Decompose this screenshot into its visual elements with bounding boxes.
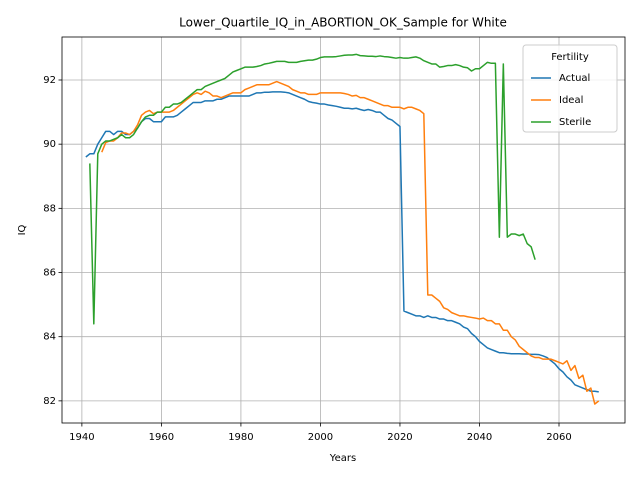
x-tick-label: 2060 [546, 432, 571, 443]
plot-frame [61, 36, 626, 424]
legend: Fertility Actual Ideal Sterile [522, 44, 618, 133]
x-tick-label: 2040 [467, 432, 492, 443]
chart-title: Lower_Quartile_IQ_in_ABORTION_OK_Sample … [179, 16, 507, 30]
y-tick-label: 82 [43, 396, 56, 407]
y-tick-label: 92 [43, 75, 56, 86]
x-tick-label: 2020 [387, 432, 412, 443]
legend-label: Ideal [559, 95, 583, 106]
legend-title: Fertility [551, 52, 589, 63]
legend-box [522, 44, 618, 133]
x-tick-label: 1980 [228, 432, 253, 443]
line-series [101, 80, 600, 405]
line-series [89, 53, 536, 325]
y-axis-label: IQ [17, 224, 28, 235]
x-tick-label: 2000 [308, 432, 333, 443]
y-tick-label: 86 [43, 268, 56, 279]
line-series [85, 91, 599, 393]
x-tick-label: 1960 [149, 432, 174, 443]
legend-label: Actual [559, 73, 590, 84]
x-axis-label: Years [329, 453, 356, 464]
x-tick-label: 1940 [69, 432, 94, 443]
y-tick-label: 88 [43, 203, 56, 214]
y-tick-label: 84 [43, 332, 56, 343]
y-tick-label: 90 [43, 139, 56, 150]
legend-label: Sterile [559, 117, 591, 128]
